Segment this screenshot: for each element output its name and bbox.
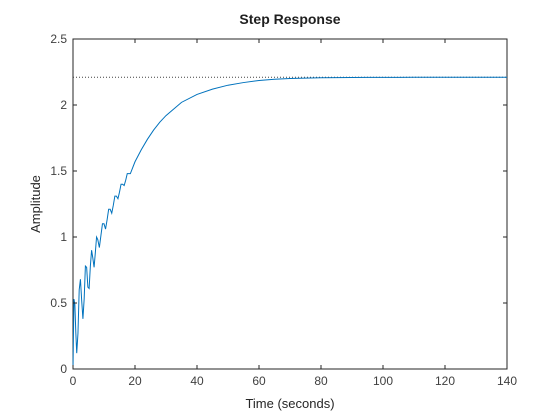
y-tick-label: 1.5 <box>50 164 67 178</box>
y-axis-ticks: 0 0.5 1 1.5 2 2.5 <box>50 32 507 376</box>
axes-frame <box>72 38 508 370</box>
chart-title: Step Response <box>239 11 340 27</box>
y-tick-label: 2 <box>60 98 67 112</box>
y-tick-label: 0 <box>60 362 67 376</box>
x-tick-label: 120 <box>435 374 455 388</box>
x-tick-label: 140 <box>497 374 517 388</box>
x-tick-label: 20 <box>128 374 142 388</box>
y-tick-label: 0.5 <box>50 296 67 310</box>
y-axis-label: Amplitude <box>28 175 43 233</box>
x-tick-label: 100 <box>373 374 393 388</box>
y-tick-label: 1 <box>60 230 67 244</box>
x-tick-label: 60 <box>252 374 266 388</box>
y-tick-label: 2.5 <box>50 32 67 46</box>
step-response-series <box>72 76 507 370</box>
x-tick-label: 80 <box>314 374 328 388</box>
x-axis-label: Time (seconds) <box>245 396 334 411</box>
x-tick-label: 0 <box>70 374 77 388</box>
x-tick-label: 40 <box>190 374 204 388</box>
plot-area <box>72 38 508 370</box>
x-axis-ticks: 0 20 40 60 80 100 120 140 <box>70 39 517 388</box>
